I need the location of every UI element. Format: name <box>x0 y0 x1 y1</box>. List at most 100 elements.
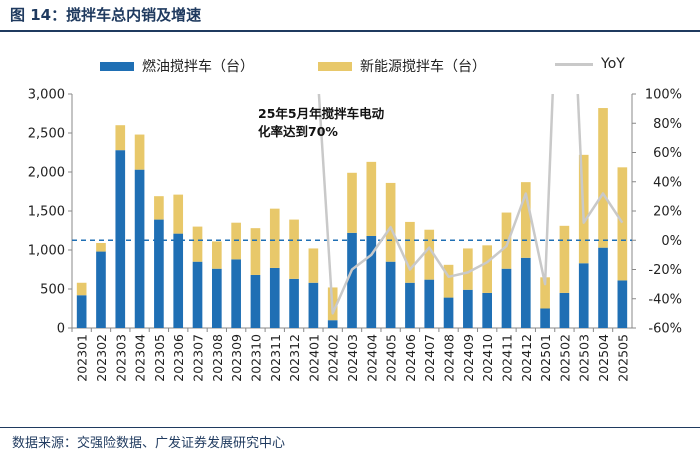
annotation-line-1: 25年5月年搅拌车电动 <box>258 106 385 121</box>
bar-nev-202408 <box>443 264 454 298</box>
x-tick-label: 202503 <box>577 334 592 382</box>
right-tick-label: 20% <box>653 205 682 220</box>
bar-fuel-202502 <box>559 292 570 328</box>
bar-nev-202303 <box>115 125 126 151</box>
bar-nev-202301 <box>76 282 87 296</box>
x-tick-label: 202404 <box>364 334 379 382</box>
bar-fuel-202504 <box>598 247 608 328</box>
legend-swatch-fuel <box>100 61 134 71</box>
bar-nev-202306 <box>173 194 184 234</box>
bar-fuel-202312 <box>289 278 299 328</box>
bar-nev-202401 <box>308 248 319 283</box>
bar-nev-202403 <box>347 172 357 233</box>
bar-fuel-202311 <box>269 267 280 328</box>
x-tick-label: 202407 <box>422 334 437 382</box>
bar-nev-202404 <box>366 161 377 236</box>
yoy-series-path <box>317 94 624 315</box>
legend-item-fuel: 燃油搅拌车（台） <box>100 56 254 76</box>
bar-fuel-202407 <box>424 279 435 328</box>
bar-nev-202410 <box>482 245 492 293</box>
x-tick-label: 202309 <box>229 334 244 382</box>
bar-fuel-202410 <box>482 292 492 328</box>
right-axis-ticks: -60% -40% -20% 0% 20% 40% 60% 80% 100% <box>632 88 682 337</box>
annotation: 25年5月年搅拌车电动 化率达到70% <box>258 106 385 139</box>
legend-line-yoy <box>555 62 593 66</box>
x-tick-label: 202410 <box>480 334 495 382</box>
x-tick-label: 202401 <box>306 334 321 382</box>
bar-nev-202302 <box>96 242 106 252</box>
x-tick-label: 202308 <box>210 334 225 382</box>
left-tick-label: 0 <box>57 322 65 337</box>
left-tick-label: 2,500 <box>28 127 65 142</box>
bar-fuel-202406 <box>405 282 415 328</box>
bar-nev-202308 <box>212 241 222 269</box>
bar-fuel-202301 <box>76 295 87 328</box>
bar-fuel-202305 <box>154 219 164 328</box>
bar-nev-202502 <box>559 225 570 293</box>
x-tick-label: 202311 <box>268 334 283 382</box>
x-tick-label: 202403 <box>345 334 360 382</box>
bar-fuel-202307 <box>192 261 203 328</box>
x-tick-label: 202303 <box>113 334 128 382</box>
bar-fuel-202409 <box>463 289 473 328</box>
bar-nev-202304 <box>134 134 145 170</box>
x-tick-label: 202301 <box>75 334 90 382</box>
bar-fuel-202309 <box>231 259 241 328</box>
bar-fuel-202302 <box>96 251 106 328</box>
bar-fuel-202306 <box>173 233 184 328</box>
left-tick-label: 3,000 <box>28 88 65 103</box>
bar-fuel-202308 <box>212 268 222 328</box>
right-tick-label: -20% <box>648 263 682 278</box>
bar-fuel-202303 <box>115 150 126 328</box>
x-tick-label: 202501 <box>538 334 553 382</box>
bar-nev-202307 <box>192 226 203 262</box>
bar-fuel-202505 <box>617 280 628 328</box>
chart-area: 0 500 1,000 1,500 2,000 2,500 3,000 -60% -40% -2… <box>28 88 682 382</box>
bar-nev-202406 <box>405 221 415 283</box>
bar-nev-202305 <box>154 196 164 220</box>
bar-fuel-202501 <box>540 308 550 328</box>
bar-nev-202310 <box>250 228 261 275</box>
source-note: 数据来源：交强险数据、广发证券发展研究中心 <box>12 436 286 451</box>
left-tick-label: 1,500 <box>28 205 65 220</box>
legend-swatch-nev <box>318 61 352 71</box>
left-tick-label: 2,000 <box>28 166 65 181</box>
right-tick-label: 100% <box>645 88 682 103</box>
bar-nev-202405 <box>385 182 396 262</box>
x-tick-label: 202305 <box>152 334 167 382</box>
left-axis-ticks: 0 500 1,000 1,500 2,000 2,500 3,000 <box>28 88 72 337</box>
bar-fuel-202404 <box>366 235 377 328</box>
bar-nev-202501 <box>540 277 550 309</box>
legend-label-yoy: YoY <box>601 56 625 72</box>
title-rule <box>0 30 700 32</box>
bar-fuel-202408 <box>443 297 454 328</box>
x-tick-label: 202409 <box>461 334 476 382</box>
right-tick-label: 40% <box>653 175 682 190</box>
legend: 燃油搅拌车（台） 新能源搅拌车（台） YoY <box>0 56 700 78</box>
source-rule <box>0 427 700 428</box>
legend-item-yoy: YoY <box>555 56 625 72</box>
x-tick-label: 202312 <box>287 334 302 382</box>
x-tick-label: 202504 <box>596 334 611 382</box>
bar-fuel-202401 <box>308 282 319 328</box>
bar-nev-202409 <box>463 248 473 290</box>
left-tick-label: 1,000 <box>28 244 65 259</box>
bar-fuel-202310 <box>250 274 261 328</box>
x-axis-ticks: 202301 202302 202303 202304 202305 202306 2023… <box>71 328 630 382</box>
right-tick-label: -60% <box>648 322 682 337</box>
bar-fuel-202503 <box>578 263 589 328</box>
bar-fuel-202411 <box>501 268 512 328</box>
bar-nev-202311 <box>269 208 280 268</box>
bar-fuel-202402 <box>327 320 338 328</box>
legend-label-nev: 新能源搅拌车（台） <box>360 59 486 75</box>
legend-label-fuel: 燃油搅拌车（台） <box>142 59 254 75</box>
x-tick-label: 202310 <box>248 334 263 382</box>
bar-nev-202312 <box>289 219 299 279</box>
x-tick-label: 202411 <box>499 334 514 382</box>
bar-nev-202505 <box>617 167 628 281</box>
left-tick-label: 500 <box>40 283 65 298</box>
bar-nev-202504 <box>598 108 608 248</box>
right-tick-label: 60% <box>653 146 682 161</box>
x-tick-label: 202405 <box>384 334 399 382</box>
bar-nev-202412 <box>520 182 531 258</box>
